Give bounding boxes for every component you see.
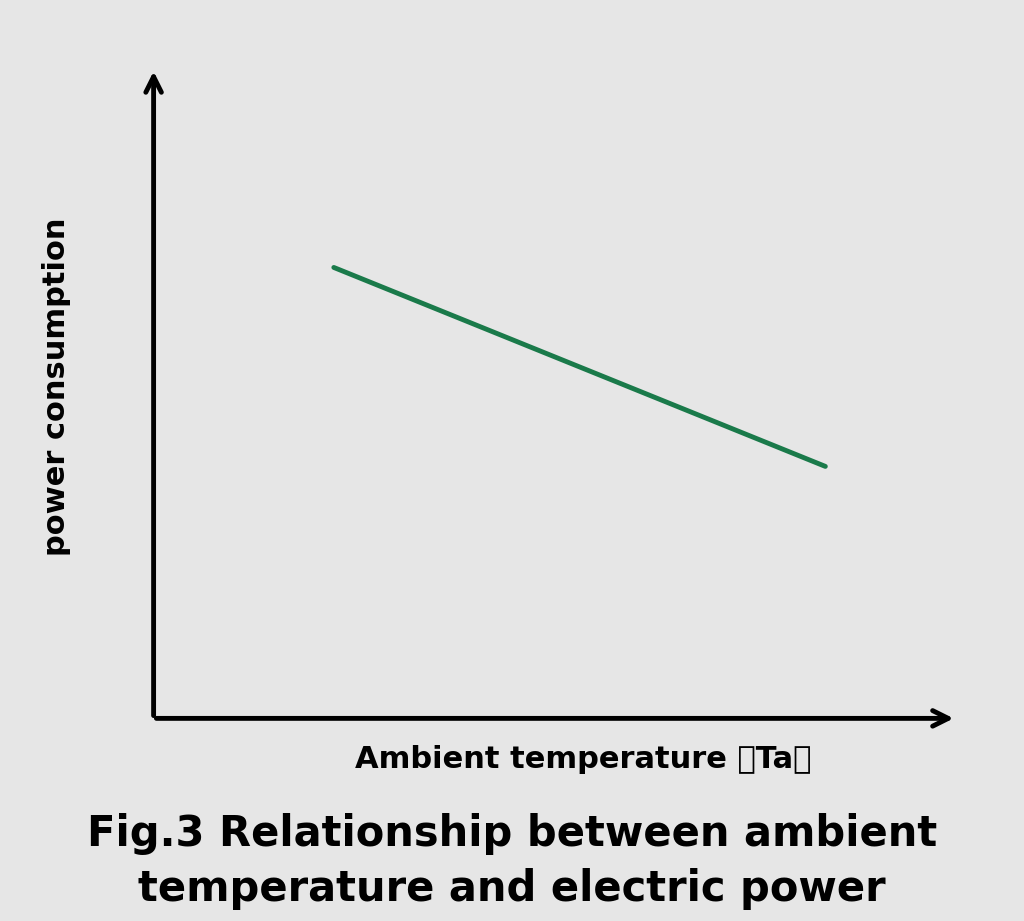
Text: Ambient temperature （Ta）: Ambient temperature （Ta） [355,745,812,775]
Text: power consumption: power consumption [42,217,71,556]
Text: temperature and electric power: temperature and electric power [138,868,886,910]
Text: Fig.3 Relationship between ambient: Fig.3 Relationship between ambient [87,812,937,855]
